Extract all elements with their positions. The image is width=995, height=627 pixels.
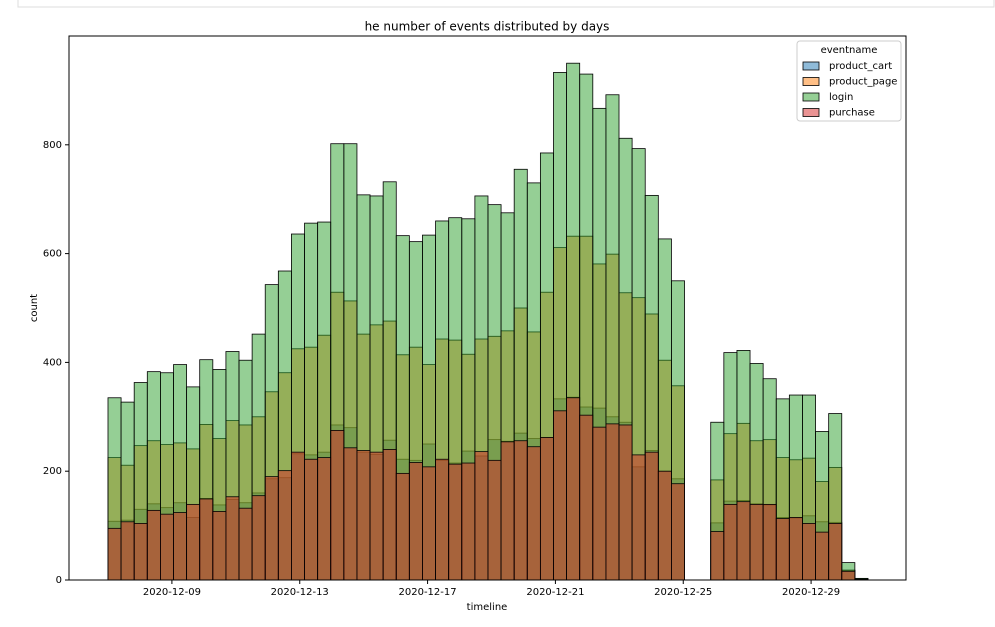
legend-swatch (802, 77, 820, 86)
histogram-bar (723, 503, 738, 581)
histogram-bar (802, 523, 816, 581)
plot-frame (68, 35, 907, 581)
histogram-bar (526, 446, 541, 581)
histogram-bar (461, 462, 476, 581)
histogram-bar (146, 509, 161, 581)
histogram-bar (605, 423, 620, 581)
input-bar-remnant (17, 0, 995, 8)
histogram-bar (671, 483, 685, 581)
histogram-bar (382, 449, 397, 581)
histogram-bar (644, 451, 659, 581)
histogram-bar (225, 496, 240, 581)
legend-label: product_page (829, 77, 897, 88)
x-axis-label: timeline (467, 602, 508, 613)
histogram-bar (710, 531, 725, 581)
histogram-bar (264, 476, 279, 581)
histogram-bar (513, 440, 528, 581)
histogram-bar (251, 495, 266, 581)
histogram-bar (566, 397, 581, 581)
histogram-bar (160, 513, 174, 581)
x-tick-label: 2020-12-25 (654, 587, 712, 598)
legend-swatch (802, 61, 820, 71)
histogram-bar (762, 503, 777, 581)
legend-label: login (829, 92, 853, 103)
histogram-bar (395, 472, 410, 581)
y-tick-label: 200 (43, 466, 62, 477)
legend-swatch (802, 108, 820, 117)
histogram-bar (408, 462, 423, 581)
histogram-bar (657, 470, 672, 581)
histogram-bar (304, 458, 319, 581)
y-axis-label: count (29, 294, 40, 322)
histogram-bar (317, 457, 332, 581)
histogram-bar (343, 447, 358, 581)
y-tick-label: 400 (43, 357, 62, 368)
histogram-bar (500, 441, 515, 581)
histogram-bar (107, 527, 122, 581)
histogram-bar (330, 429, 345, 581)
legend-swatch (802, 92, 820, 102)
histogram-bar (212, 511, 227, 581)
y-tick-label: 0 (56, 575, 62, 586)
histogram-bar (775, 518, 790, 581)
histogram-bar (788, 517, 803, 581)
histogram-bar (369, 451, 384, 581)
histogram-bar (815, 531, 830, 581)
histogram-bar (356, 450, 371, 581)
histogram-bar (631, 454, 646, 581)
histogram-bar (186, 503, 201, 581)
legend-label: product_cart (829, 61, 892, 72)
bars (107, 62, 869, 581)
x-tick-label: 2020-12-21 (526, 587, 584, 598)
histogram-bar (736, 501, 751, 581)
histogram-bar (579, 414, 594, 581)
histogram-bar (487, 459, 502, 581)
histogram-bar (238, 507, 253, 581)
histogram-bar (422, 466, 436, 581)
histogram-bar (291, 451, 305, 581)
legend-label: purchase (829, 108, 875, 119)
histogram-bar (448, 463, 463, 581)
x-tick-label: 2020-12-09 (143, 587, 201, 598)
histogram-bar (173, 512, 188, 581)
histogram-bar (435, 458, 450, 581)
histogram-bar (553, 410, 567, 581)
histogram-bar (474, 451, 489, 581)
x-tick-label: 2020-12-29 (782, 587, 840, 598)
histogram-bar (133, 523, 148, 581)
chart-title: he number of events distributed by days (365, 20, 610, 34)
histogram-bar (841, 570, 856, 581)
x-tick-label: 2020-12-13 (271, 587, 329, 598)
histogram-bar (592, 426, 607, 581)
histogram-bar (749, 503, 764, 581)
histogram-bar (199, 498, 214, 581)
y-tick-label: 800 (43, 140, 62, 151)
legend-title: eventname (821, 45, 878, 56)
histogram-bar (539, 437, 554, 581)
histogram-bar (277, 470, 292, 581)
y-tick-label: 600 (43, 249, 62, 260)
legend-box (796, 40, 902, 122)
histogram-bar (120, 521, 135, 581)
histogram-bar (618, 424, 633, 581)
histogram-bar (828, 523, 843, 581)
x-tick-label: 2020-12-17 (399, 587, 457, 598)
